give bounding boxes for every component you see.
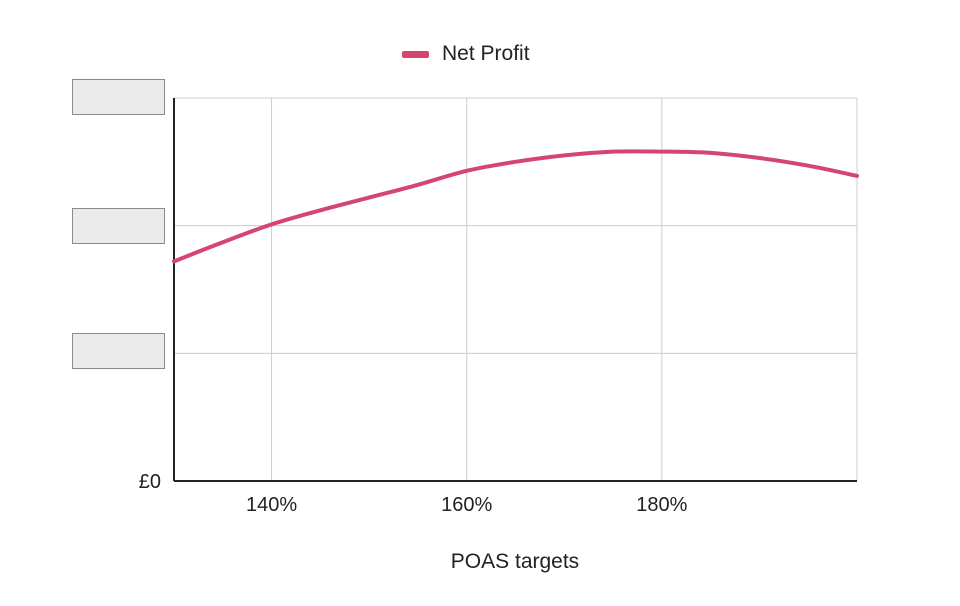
legend: Net Profit bbox=[402, 40, 530, 68]
x-tick-label-2: 160% bbox=[441, 494, 492, 516]
x-tick-label-3: 180% bbox=[636, 494, 687, 516]
redacted-y-tick-label-1 bbox=[72, 79, 165, 115]
x-tick-label-1: 140% bbox=[246, 494, 297, 516]
redacted-y-tick-label-3 bbox=[72, 333, 165, 369]
redacted-y-tick-label-2 bbox=[72, 208, 165, 244]
y-tick-label-1: £0 bbox=[139, 471, 161, 493]
legend-swatch-net-profit bbox=[402, 50, 429, 58]
series-line-1 bbox=[172, 149, 859, 264]
x-axis-title: POAS targets bbox=[450, 550, 580, 573]
legend-label-net-profit: Net Profit bbox=[442, 42, 530, 65]
